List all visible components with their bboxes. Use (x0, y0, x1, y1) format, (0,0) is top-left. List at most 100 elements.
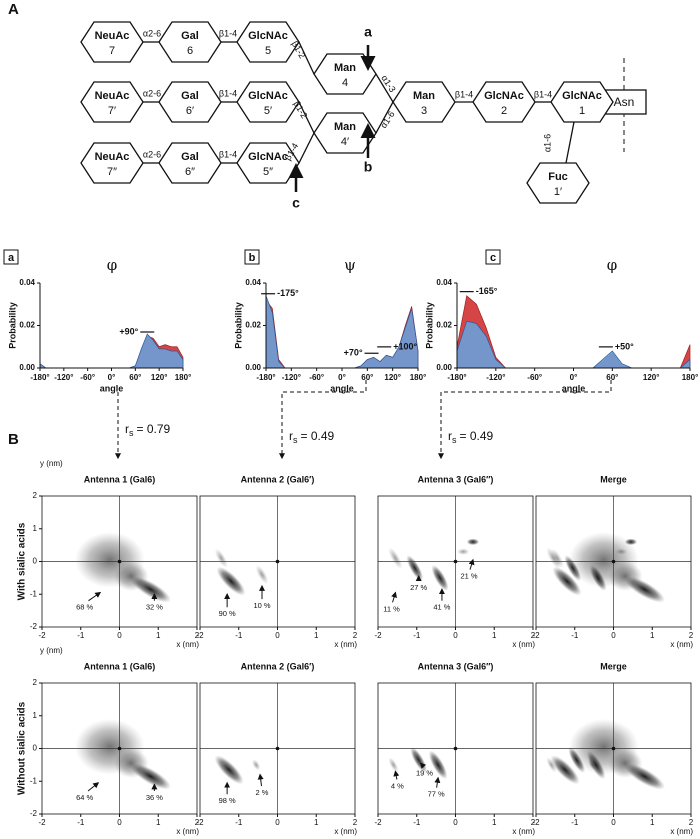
row-label: Without sialic acids (17, 701, 28, 795)
y-tick-label: 2 (33, 678, 38, 687)
linkage-label: α2-6 (143, 28, 161, 38)
label-box (3, 249, 19, 265)
annotation: -175° (277, 288, 299, 298)
label-arrow (257, 773, 264, 787)
center-dot (611, 746, 616, 751)
bond (565, 121, 575, 164)
panel-label: B (8, 431, 19, 448)
x-tick-label: 0 (611, 818, 616, 827)
plot-label: a (8, 252, 15, 264)
density-cloud (255, 565, 269, 585)
x-tick-label: 1 (650, 818, 655, 827)
hexagon (236, 21, 300, 63)
center-dot (611, 559, 616, 564)
linkage-label: α2-6 (143, 88, 161, 98)
linkage-label: β1-4 (534, 89, 552, 99)
residue-number: 4′ (341, 136, 349, 148)
y-tick-label: 0.00 (436, 363, 452, 372)
label-arrow (468, 558, 475, 570)
percent-label: 90 % (219, 609, 236, 618)
plot-title: Antenna 1 (Gal6) (84, 474, 156, 484)
hexagon (80, 81, 144, 123)
residue-name: NeuAc (95, 151, 130, 163)
angle-symbol: φ (107, 256, 118, 274)
hexagon (158, 21, 222, 63)
x-tick-label: 2 (353, 818, 358, 827)
annotation: +100° (393, 341, 417, 351)
residue-number: 7′ (108, 105, 116, 117)
residue-number: 6′ (186, 105, 194, 117)
y-tick-label: 1 (33, 524, 38, 533)
annotation: +50° (615, 341, 634, 351)
residue-name: GlcNAc (248, 151, 288, 163)
bond (298, 132, 315, 164)
panel-label: A (8, 1, 19, 18)
residue-number: 7 (109, 45, 115, 57)
x-tick-label: 2 (195, 631, 200, 640)
correlation-subscript: s (129, 428, 134, 438)
x-tick-label: 2 (353, 631, 358, 640)
x-tick-label: -2 (38, 631, 46, 640)
x-tick-label: 0 (117, 818, 122, 827)
density-cloud (214, 755, 244, 785)
residue-name: NeuAc (95, 30, 130, 42)
correlation-value: = 0.49 (301, 429, 335, 443)
y-tick-label: 0.02 (436, 321, 452, 330)
x-tick-label: -180° (30, 373, 49, 382)
density-cloud (457, 548, 470, 555)
x-axis-label: x (nm) (176, 640, 199, 649)
linkage-label: β1-4 (455, 89, 473, 99)
x-tick-label: 0° (338, 373, 346, 382)
percent-label: 41 % (433, 603, 450, 612)
x-tick-label: 0 (117, 631, 122, 640)
percent-label: 98 % (219, 796, 236, 805)
y-tick-label: -2 (30, 622, 38, 631)
residue-number: 5 (265, 45, 271, 57)
linkage-label: α2-6 (143, 149, 161, 159)
x-tick-label: 0° (108, 373, 116, 382)
x-tick-label: 60° (361, 373, 373, 382)
correlation-value: = 0.79 (137, 422, 171, 436)
residue-name: Fuc (548, 171, 568, 183)
percent-label: 19 % (416, 768, 433, 777)
density-cloud (552, 566, 582, 596)
linkage-label: β1-4 (219, 149, 237, 159)
hexagon (526, 162, 590, 204)
label-arrow (87, 782, 100, 792)
y-tick-label: 0.04 (245, 278, 261, 287)
residue-number: 5′ (264, 105, 272, 117)
percent-label: 4 % (391, 782, 404, 791)
x-tick-label: 1 (650, 631, 655, 640)
linkage-label: β1-4 (219, 88, 237, 98)
x-tick-label: 1 (156, 631, 161, 640)
hexagon (80, 142, 144, 184)
angle-symbol: φ (607, 256, 618, 274)
label-arrow (391, 591, 397, 603)
x-tick-label: 2 (195, 818, 200, 827)
plot-title: Antenna 2 (Gal6′) (241, 474, 315, 484)
bond (298, 41, 315, 75)
percent-label: 27 % (410, 583, 427, 592)
y-tick-label: -1 (30, 589, 38, 598)
percent-label: 21 % (461, 572, 478, 581)
plot-label: b (249, 252, 256, 264)
density-cloud (130, 763, 171, 790)
y-tick-label: 0 (33, 557, 38, 566)
x-tick-label: -1 (77, 631, 85, 640)
x-tick-label: -2 (532, 631, 540, 640)
x-tick-label: 180° (682, 373, 699, 382)
hexagon (392, 81, 456, 123)
y-tick-label: 0.00 (19, 363, 35, 372)
plot-title: Antenna 2 (Gal6′) (241, 661, 315, 671)
density-cloud (624, 538, 638, 546)
x-tick-label: -1 (235, 818, 243, 827)
density-cloud (216, 566, 246, 596)
x-tick-label: -1 (571, 631, 579, 640)
x-tick-label: 1 (492, 818, 497, 827)
density-cloud (589, 564, 607, 591)
bond (298, 101, 315, 134)
x-axis-label: x (nm) (334, 827, 357, 836)
percent-label: 77 % (428, 790, 445, 799)
residue-name: Gal (181, 30, 199, 42)
x-tick-label: -60° (80, 373, 95, 382)
